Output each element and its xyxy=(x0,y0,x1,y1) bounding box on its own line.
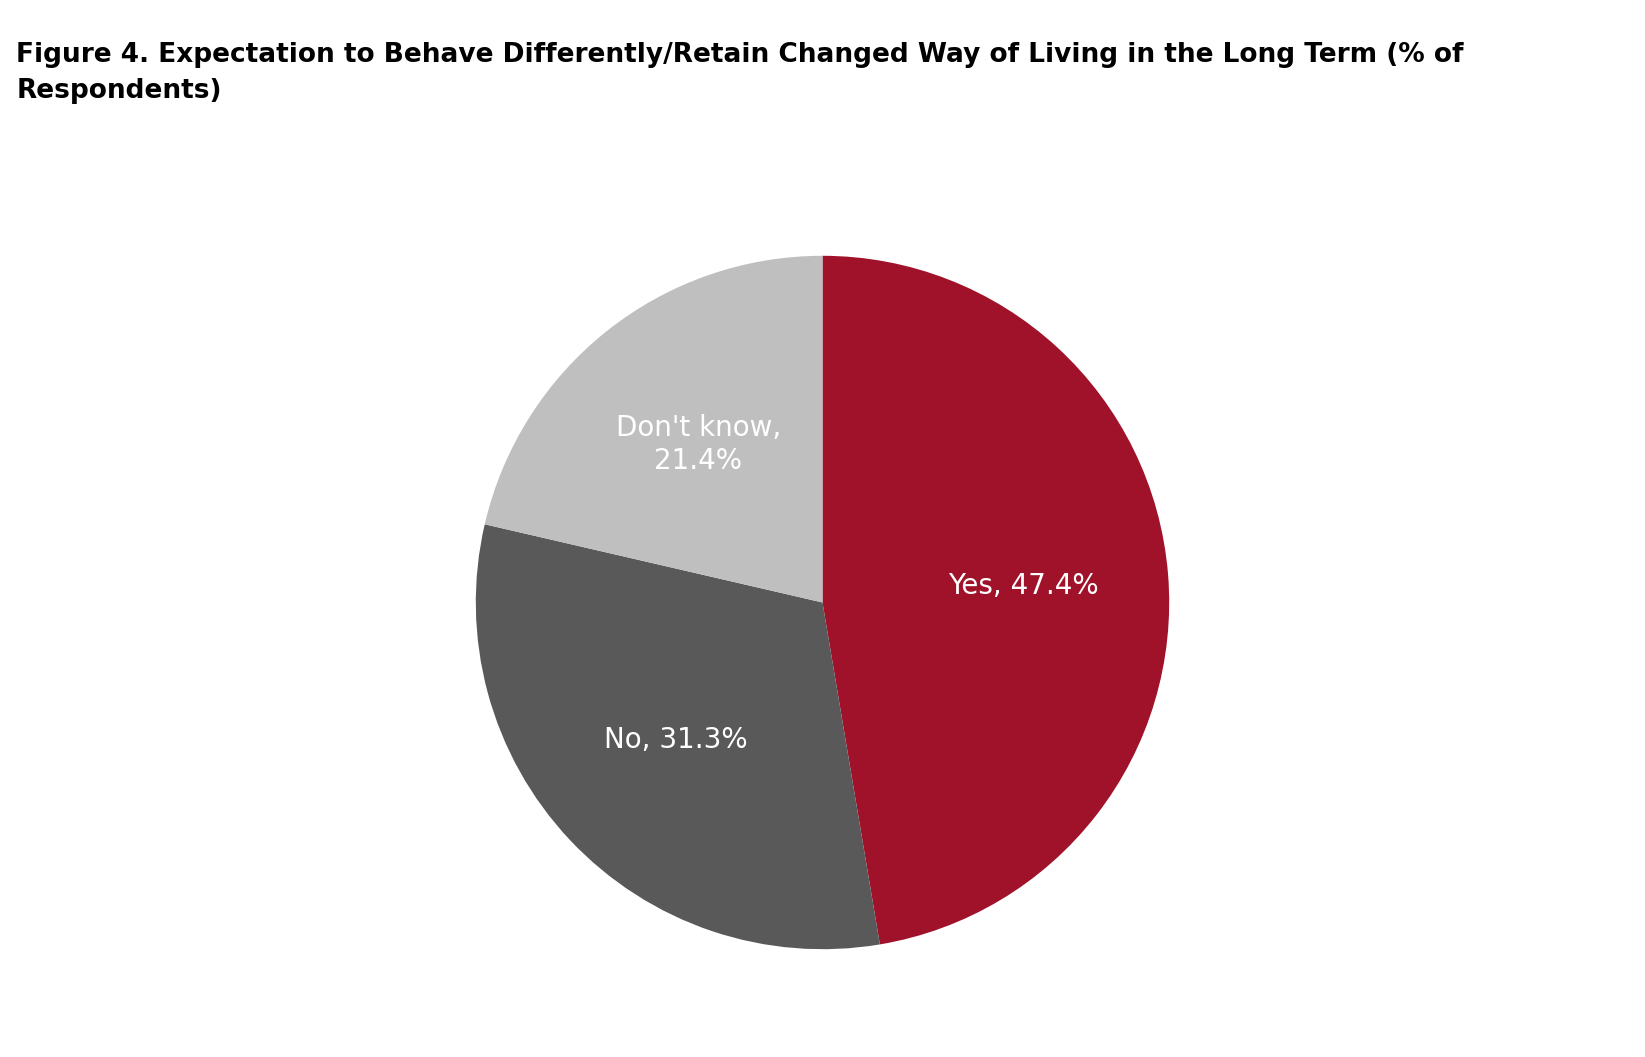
Text: Figure 4. Expectation to Behave Differently/Retain Changed Way of Living in the : Figure 4. Expectation to Behave Differen… xyxy=(16,42,1464,105)
Wedge shape xyxy=(822,256,1170,944)
Wedge shape xyxy=(475,524,880,949)
Wedge shape xyxy=(485,256,822,602)
Text: No, 31.3%: No, 31.3% xyxy=(604,726,747,754)
Text: Yes, 47.4%: Yes, 47.4% xyxy=(948,572,1099,600)
Text: Don't know,
21.4%: Don't know, 21.4% xyxy=(615,414,781,475)
